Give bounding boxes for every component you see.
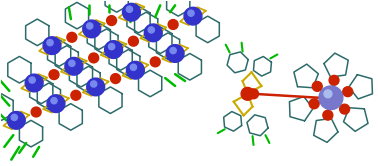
Circle shape	[168, 20, 178, 29]
Circle shape	[49, 70, 59, 80]
Circle shape	[127, 61, 144, 79]
Circle shape	[43, 37, 61, 54]
Circle shape	[25, 74, 43, 92]
Circle shape	[108, 43, 115, 50]
Circle shape	[31, 107, 41, 117]
Circle shape	[65, 57, 83, 75]
Circle shape	[87, 23, 93, 29]
Circle shape	[69, 60, 75, 66]
Circle shape	[340, 104, 350, 114]
Circle shape	[319, 86, 343, 110]
Circle shape	[105, 41, 122, 58]
Circle shape	[241, 87, 254, 100]
Circle shape	[323, 110, 333, 120]
Circle shape	[148, 27, 154, 33]
Circle shape	[107, 16, 116, 25]
Circle shape	[71, 90, 81, 100]
Circle shape	[144, 24, 162, 42]
Circle shape	[166, 45, 184, 62]
Circle shape	[170, 47, 176, 54]
Circle shape	[91, 81, 97, 87]
Circle shape	[89, 53, 99, 63]
Circle shape	[184, 7, 202, 25]
Circle shape	[67, 32, 77, 42]
Circle shape	[11, 114, 17, 121]
Circle shape	[83, 20, 101, 38]
Circle shape	[188, 10, 194, 16]
Circle shape	[29, 77, 35, 83]
Circle shape	[329, 75, 339, 85]
Circle shape	[249, 89, 259, 99]
Circle shape	[150, 57, 160, 67]
Circle shape	[309, 99, 319, 109]
Circle shape	[111, 74, 121, 83]
Circle shape	[343, 87, 353, 97]
Circle shape	[47, 95, 65, 113]
Circle shape	[324, 90, 332, 98]
Circle shape	[312, 82, 322, 91]
Circle shape	[87, 78, 105, 96]
Circle shape	[130, 64, 136, 70]
Circle shape	[126, 6, 133, 12]
Circle shape	[7, 112, 25, 129]
Circle shape	[129, 36, 138, 46]
Circle shape	[47, 40, 53, 46]
Circle shape	[51, 98, 57, 104]
Circle shape	[122, 3, 140, 21]
